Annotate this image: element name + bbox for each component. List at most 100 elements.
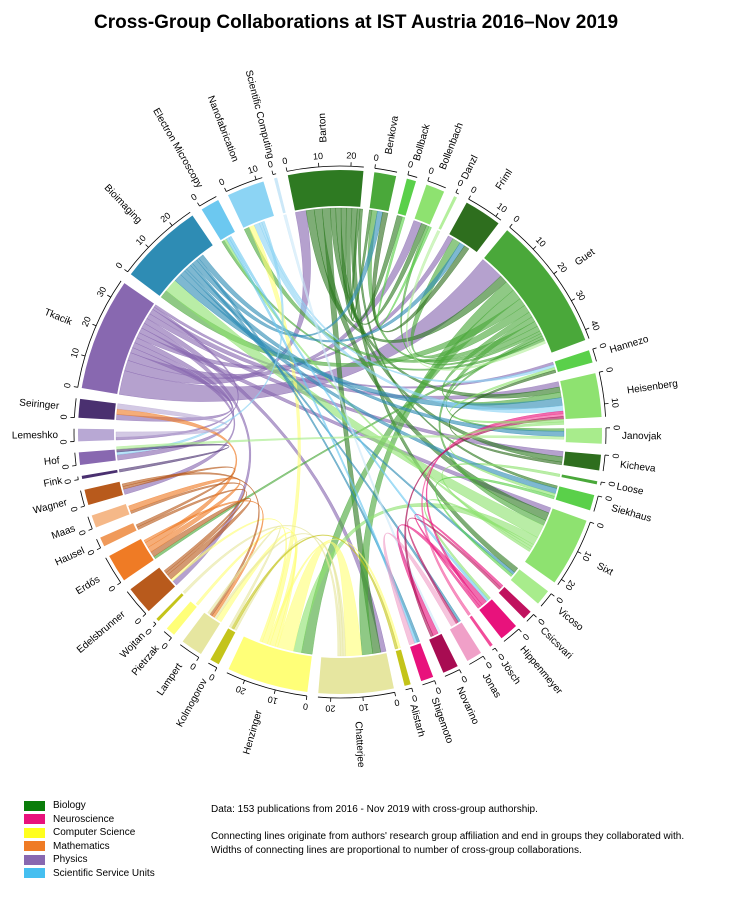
sector-group: 0 10 20 30 Tkacik	[42, 280, 155, 395]
sector-axis	[199, 196, 217, 207]
sector-arc	[78, 398, 116, 420]
sector-label: Tkacik	[42, 307, 74, 328]
sector-tick	[427, 176, 430, 182]
legend-label: Neuroscience	[53, 813, 115, 825]
sector-axis	[374, 167, 398, 173]
sector-tick-label: 0	[302, 701, 308, 712]
sector-tick	[599, 370, 604, 373]
sector-axis	[444, 669, 460, 677]
sector-arc	[449, 622, 482, 661]
sector-tick	[197, 202, 200, 207]
chord-link	[115, 403, 229, 438]
legend-label: Scientific Service Units	[53, 867, 155, 879]
sector-axis	[407, 174, 418, 178]
sector-axis	[405, 687, 412, 691]
sector-axis	[96, 539, 101, 549]
note-data-line: Data: 153 publications from 2016 - Nov 2…	[211, 804, 538, 815]
sector-tick-label: 10	[610, 397, 621, 408]
chord-link	[449, 421, 565, 497]
sector-tick	[72, 465, 77, 467]
sector-axis	[226, 672, 307, 697]
sector-label: Chatterjee	[352, 721, 366, 768]
sector-tick-label: 0	[60, 464, 71, 470]
chord-link	[128, 477, 241, 553]
legend-swatch	[24, 800, 45, 811]
sector-tick-label: 10	[134, 233, 148, 247]
sector-axis	[208, 662, 218, 669]
sector-tick-label: 0	[460, 674, 469, 685]
sector-tick-label: 10	[267, 694, 279, 706]
legend-label: Computer Science	[53, 827, 136, 839]
sector-tick-label: 20	[80, 315, 93, 328]
chord-link	[228, 235, 489, 602]
sector-tick	[96, 547, 101, 551]
sector-tick-label: 0	[393, 697, 400, 708]
sector-tick	[271, 170, 274, 175]
sector-axis	[509, 226, 590, 339]
chord-link	[221, 240, 545, 371]
sector-arc	[201, 200, 235, 241]
sector-label: Siekhaus	[610, 503, 653, 525]
chord-link	[196, 257, 420, 643]
sector-tick-label: 0	[554, 595, 565, 605]
sector-tick-label: 10	[534, 235, 548, 249]
sector-axis	[317, 691, 395, 699]
sector-label: Sixt	[595, 561, 615, 579]
sector-label: Kolmogorov	[175, 677, 210, 729]
sector-arc	[510, 569, 549, 604]
sector-axis	[526, 614, 534, 622]
sector-arc	[561, 474, 598, 485]
legend-item: Neuroscience	[24, 813, 155, 827]
sector-tick	[214, 667, 218, 672]
sector-tick	[577, 551, 582, 554]
sector-tick	[434, 680, 437, 685]
sector-arc	[156, 593, 184, 622]
sector-label: Kicheva	[619, 460, 656, 475]
sector-tick-label: 0	[188, 661, 198, 672]
sector-label: Electron Microscopy	[150, 106, 204, 190]
sector-tick-label: 0	[160, 641, 170, 652]
sector-tick-label: 0	[469, 184, 478, 195]
sector-tick	[494, 647, 498, 652]
sector-axis	[163, 631, 172, 639]
sector-arc	[78, 428, 115, 442]
sector-label: Lemeshko	[12, 430, 59, 442]
sector-axis	[77, 476, 79, 480]
sector-arc	[182, 612, 221, 655]
sector-tick-label: 0	[411, 693, 419, 704]
sector-tick	[455, 188, 458, 193]
sector-arc	[525, 508, 587, 583]
sector-arc	[565, 427, 603, 444]
note-width-line: Widths of connecting lines are proportio…	[211, 844, 582, 856]
chord-link	[143, 318, 387, 653]
legend-item: Scientific Service Units	[24, 867, 155, 881]
sector-label: Nanofabrication	[205, 94, 241, 163]
chord-link	[226, 237, 418, 644]
sector-tick	[518, 628, 522, 633]
sector-tick-label: 0	[59, 414, 69, 420]
chord-link	[121, 472, 260, 617]
sector-axis	[77, 280, 122, 388]
sector-label: Novarino	[454, 685, 481, 726]
sector-arc	[287, 169, 364, 211]
sector-tick	[459, 669, 462, 674]
sector-tick-label: 10	[313, 151, 324, 162]
sector-tick-label: 0	[456, 177, 465, 188]
sector-arc	[479, 599, 517, 639]
sector-tick-label: 20	[555, 260, 569, 274]
sector-axis	[455, 192, 459, 195]
sector-tick-label: 0	[62, 382, 73, 389]
sector-tick-label: 0	[133, 616, 144, 626]
sector-arc	[109, 538, 154, 581]
sector-tick	[468, 195, 471, 200]
sector-axis	[593, 495, 599, 512]
sector-arc	[210, 628, 236, 665]
chord-link	[358, 208, 558, 489]
sector-tick	[285, 167, 288, 172]
chord-link	[277, 541, 363, 657]
sector-tick	[74, 479, 79, 481]
sector-tick	[92, 323, 97, 327]
sector-arc	[318, 653, 394, 695]
